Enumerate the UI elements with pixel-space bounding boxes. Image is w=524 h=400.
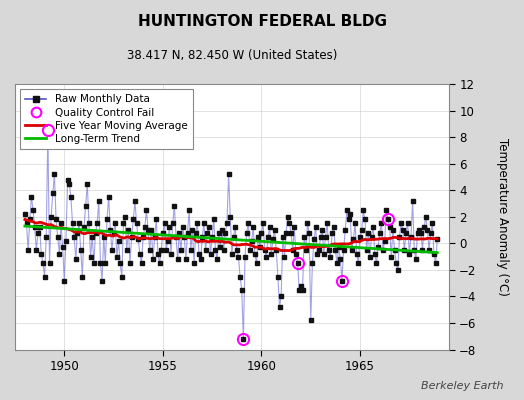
Y-axis label: Temperature Anomaly (°C): Temperature Anomaly (°C) (496, 138, 509, 296)
Title: 38.417 N, 82.450 W (United States): 38.417 N, 82.450 W (United States) (127, 49, 337, 62)
Legend: Raw Monthly Data, Quality Control Fail, Five Year Moving Average, Long-Term Tren: Raw Monthly Data, Quality Control Fail, … (20, 89, 192, 149)
Text: HUNTINGTON FEDERAL BLDG: HUNTINGTON FEDERAL BLDG (137, 14, 387, 29)
Text: Berkeley Earth: Berkeley Earth (421, 381, 503, 391)
